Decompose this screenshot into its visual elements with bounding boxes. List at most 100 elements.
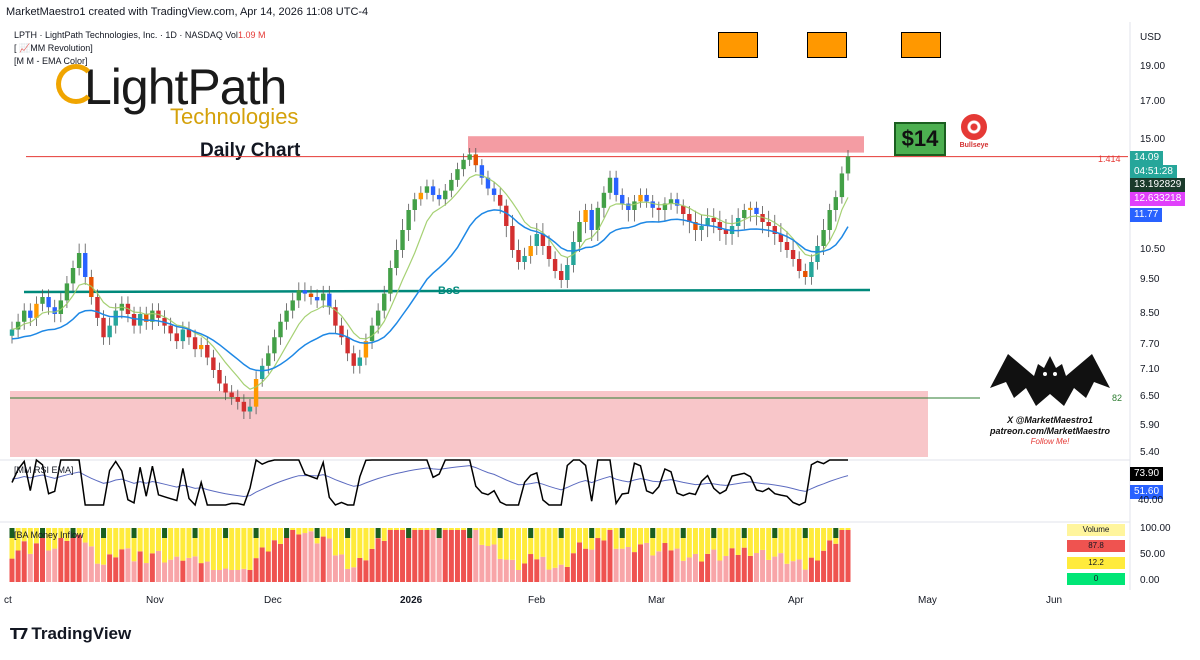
mf-bar: [9, 558, 15, 582]
mf-bar: [674, 548, 680, 582]
mf-bar-top: [332, 528, 338, 556]
mf-bar-top: [82, 528, 88, 543]
mf-bar: [454, 530, 460, 582]
mf-bar-top: [345, 528, 351, 569]
mf-bar-top: [143, 528, 149, 564]
price-tick-label: 17.00: [1140, 96, 1166, 107]
mf-bar: [827, 540, 833, 582]
mf-bar-top: [180, 528, 186, 561]
rsi-panel-label[interactable]: [MM RSI EMA]: [14, 465, 74, 475]
mf-bar-top: [821, 528, 827, 551]
candle: [211, 357, 216, 370]
mf-bar-top: [33, 528, 39, 544]
mf-bar-top: [210, 528, 216, 570]
mf-bar-green: [253, 528, 259, 538]
tradingview-logo: 𝗧𝟳 TradingView: [10, 624, 131, 644]
mf-bar-top: [674, 528, 680, 549]
volume-table-cell: 0: [1067, 573, 1125, 585]
currency-label[interactable]: USD: [1140, 32, 1162, 43]
candle: [583, 210, 588, 222]
target-price-badge: $14: [894, 122, 946, 156]
mf-bar: [21, 541, 27, 582]
mf-bar: [241, 568, 247, 582]
mf-bar-top: [223, 528, 229, 569]
mf-bar: [796, 559, 802, 582]
candle: [229, 392, 234, 397]
mf-bar-top: [448, 528, 454, 530]
candle: [107, 325, 112, 338]
mf-bar: [33, 543, 39, 582]
candle: [809, 262, 814, 277]
candle: [565, 265, 570, 280]
candle: [772, 226, 777, 234]
mf-bar-top: [784, 528, 790, 564]
mf-bar-top: [253, 528, 259, 559]
time-tick-label: 2026: [400, 595, 423, 606]
mf-bar: [528, 554, 534, 582]
mf-bar-top: [88, 528, 94, 547]
mf-bar: [845, 530, 851, 582]
mf-bar: [692, 553, 698, 582]
indicator-label-ema-color[interactable]: [M M - EMA Color]: [14, 56, 88, 66]
mf-bar: [290, 530, 296, 582]
mf-bar-top: [564, 528, 570, 567]
mf-bar: [747, 555, 753, 582]
mf-bar-top: [216, 528, 222, 570]
mf-bar-green: [436, 528, 442, 538]
mf-bar: [711, 549, 717, 582]
mf-bar: [223, 568, 229, 582]
candle: [449, 179, 454, 191]
mf-bar-green: [101, 528, 107, 538]
logo-main-text: LightPath: [84, 59, 287, 115]
mf-bar: [64, 540, 70, 582]
mf-bar: [229, 570, 235, 582]
mf-bar: [650, 555, 656, 582]
mf-bar-green: [741, 528, 747, 538]
mf-bar-green: [833, 528, 839, 538]
mf-bar-top: [58, 528, 64, 538]
candle: [723, 230, 729, 234]
mf-bar: [168, 559, 174, 582]
mf-bar-green: [70, 528, 76, 538]
mf-bar: [369, 548, 375, 582]
candle: [595, 207, 601, 230]
candle: [845, 156, 851, 174]
ema-fast-tag: 13.192829: [1130, 178, 1186, 192]
candle: [626, 203, 631, 210]
mf-bar: [180, 560, 186, 582]
mf-bar: [320, 536, 326, 582]
candle: [436, 194, 442, 200]
mf-bar-top: [418, 528, 424, 530]
mf-bar-top: [601, 528, 607, 541]
watermark: X @MarketMaestro1 patreon.com/MarketMaes…: [988, 350, 1112, 446]
mf-bar-green: [314, 528, 320, 538]
mf-bar-top: [339, 528, 345, 555]
volume-table-header: Volume: [1067, 524, 1125, 536]
mf-bar-top: [662, 528, 668, 544]
candle: [198, 345, 204, 350]
mf-bar: [833, 543, 839, 582]
candle: [662, 203, 668, 210]
mf-bar: [339, 554, 345, 582]
candle: [174, 333, 179, 342]
candle: [272, 337, 277, 354]
mf-bar: [88, 546, 94, 582]
volume-table-cell: 87.8: [1067, 540, 1125, 552]
candle: [479, 165, 485, 178]
mf-bar-top: [21, 528, 27, 542]
candle: [308, 293, 314, 297]
candle: [180, 329, 186, 342]
mf-bar-top: [723, 528, 729, 556]
candle: [101, 317, 106, 338]
candle: [571, 242, 576, 265]
candle: [558, 271, 564, 280]
indicator-label-revolution[interactable]: [ 📈MM Revolution]: [14, 43, 93, 53]
mf-bar: [534, 559, 540, 582]
candle: [369, 325, 375, 342]
mf-bar: [235, 570, 241, 582]
mf-bar-top: [528, 528, 534, 555]
mf-bar-top: [485, 528, 491, 546]
mf-bar-top: [198, 528, 204, 564]
mf-panel-label[interactable]: [BA Money Inflow: [14, 530, 84, 540]
